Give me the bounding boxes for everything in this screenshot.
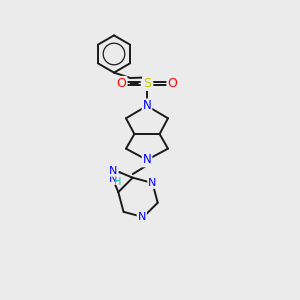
Text: N: N	[109, 166, 118, 176]
Text: N: N	[138, 212, 146, 222]
Text: N: N	[142, 99, 152, 112]
Text: H: H	[114, 177, 121, 187]
Text: N: N	[109, 174, 117, 184]
Text: O: O	[168, 77, 177, 90]
Text: N: N	[148, 178, 157, 188]
Text: S: S	[143, 77, 151, 90]
Text: N: N	[142, 153, 152, 167]
Text: O: O	[117, 77, 126, 90]
